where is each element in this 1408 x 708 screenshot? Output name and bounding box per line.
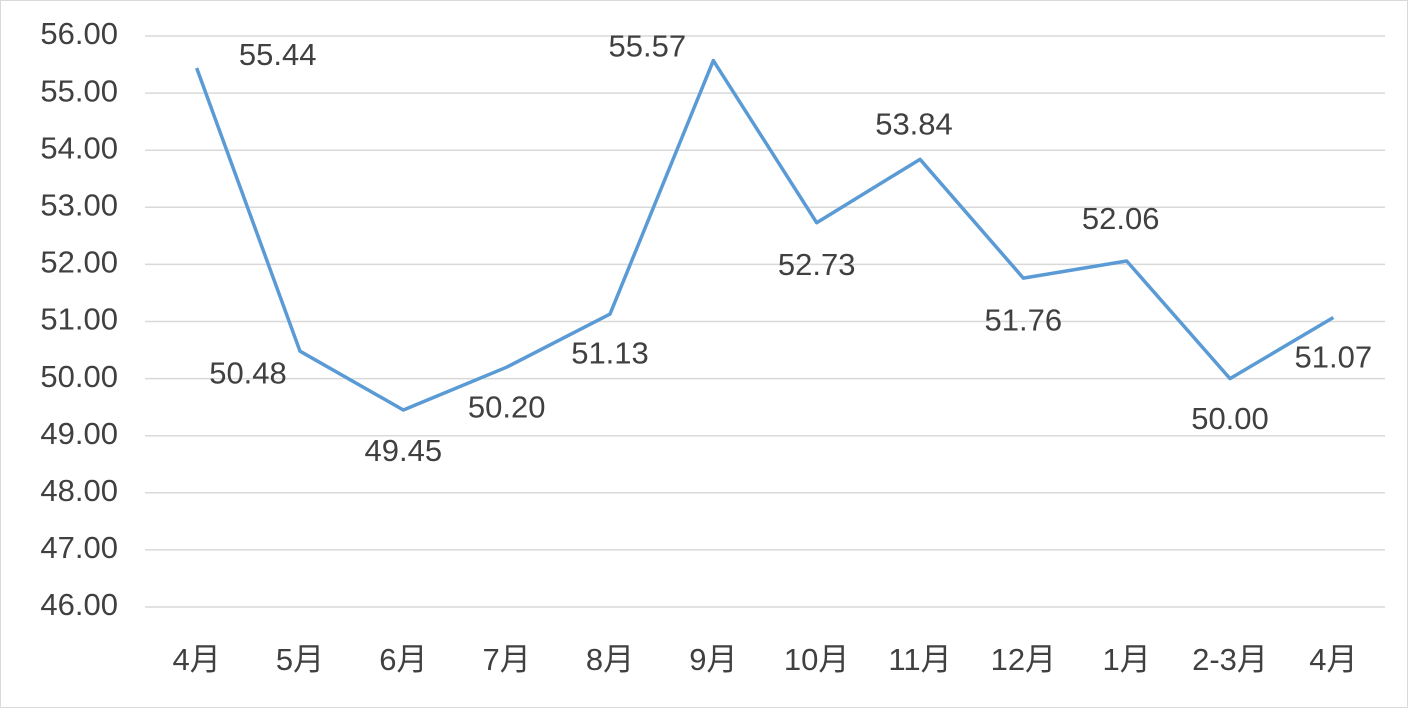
x-tick-label: 12月 [991,642,1056,677]
y-tick-label: 51.00 [40,302,118,337]
x-tick-label: 6月 [379,642,427,677]
x-tick-label: 11月 [888,642,951,677]
x-tick-label: 1月 [1103,642,1151,677]
data-label: 51.76 [985,302,1063,337]
y-tick-label: 52.00 [40,245,118,280]
y-tick-label: 55.00 [40,73,118,108]
x-tick-label: 7月 [483,642,531,677]
x-tick-label: 9月 [689,642,737,677]
y-tick-label: 46.00 [40,587,118,622]
data-label: 50.48 [209,355,287,390]
y-tick-label: 48.00 [40,473,118,508]
data-label: 50.00 [1191,401,1269,436]
data-label: 52.73 [778,247,856,282]
data-line [195,58,1335,412]
x-tick-label: 4月 [1309,642,1357,677]
x-tick-label: 4月 [173,642,221,677]
data-label: 51.13 [571,335,649,370]
data-label: 51.07 [1295,340,1373,375]
data-label: 50.20 [468,389,546,424]
data-label: 53.84 [875,107,953,142]
x-tick-label: 2-3月 [1192,642,1268,677]
data-label: 52.06 [1082,201,1160,236]
data-label: 55.57 [609,29,687,64]
data-label: 49.45 [365,433,443,468]
x-tick-label: 8月 [586,642,634,677]
y-tick-label: 50.00 [40,359,118,394]
y-tick-label: 49.00 [40,416,118,451]
y-tick-label: 53.00 [40,187,118,222]
x-tick-label: 5月 [276,642,324,677]
y-tick-label: 54.00 [40,130,118,165]
y-tick-label: 47.00 [40,530,118,565]
y-tick-label: 56.00 [40,16,118,51]
data-label: 55.44 [239,37,317,72]
x-tick-label: 10月 [784,642,849,677]
